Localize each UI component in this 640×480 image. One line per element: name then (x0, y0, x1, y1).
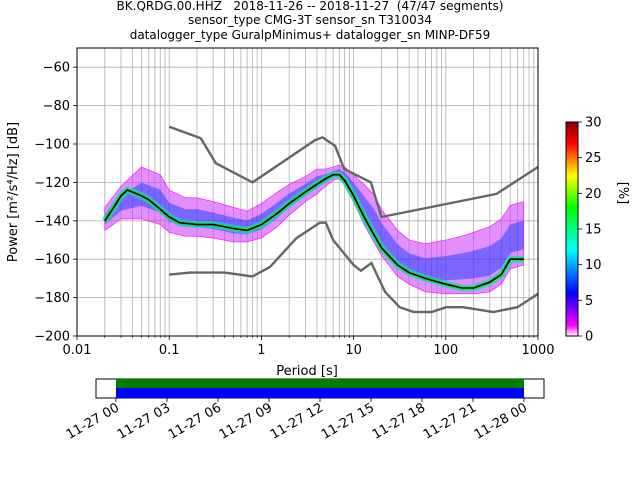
y-axis-label: Power [m²/s⁴/Hz] [dB] (6, 122, 21, 262)
timeline-axis (95, 378, 545, 399)
new-high-noise-model (168, 125, 538, 219)
colorbar-tick-label: 20 (585, 187, 602, 202)
colorbar-gradient (565, 121, 579, 337)
psd-distribution-band (104, 164, 524, 295)
timeline-tick-label: 11-27 12 (268, 400, 326, 442)
noise-model-curves (168, 125, 538, 314)
colorbar-tick-label: 25 (585, 151, 602, 166)
timeline-tick-label: 11-27 09 (217, 400, 275, 442)
timeline-data-bar (116, 379, 524, 388)
colorbar-tick-label: 5 (585, 294, 593, 309)
timeline-tick-label: 11-28 00 (472, 400, 530, 442)
timeline-tick-label: 11-27 18 (370, 400, 428, 442)
colorbar-tick-label: 10 (585, 258, 602, 273)
x-tick-label: 0.1 (159, 343, 180, 358)
mode-curve (104, 173, 524, 289)
chart-title-line-1: BK.QRDG.00.HHZ 2018-11-26 -- 2018-11-27 … (116, 0, 504, 13)
timeline-tick-label: 11-27 21 (421, 400, 479, 442)
y-tick-label: −180 (34, 291, 70, 306)
y-tick-label: −60 (43, 61, 70, 76)
x-tick-label: 0.01 (63, 343, 92, 358)
timeline-tick-label: 11-27 03 (115, 400, 173, 442)
colorbar-tick-label: 30 (585, 116, 602, 131)
colorbar-tick-label: 0 (585, 330, 593, 345)
y-tick-label: −120 (34, 176, 70, 191)
y-tick-label: −200 (34, 330, 70, 345)
y-tick-label: −100 (34, 138, 70, 153)
new-low-noise-model (169, 221, 538, 314)
x-tick-label: 100 (433, 343, 458, 358)
distribution-bands (101, 164, 524, 295)
y-axis-ticks: −200 −180 −160 −140 −120 −100 −80 −60 (34, 61, 77, 345)
colorbar-ticks: 0 5 10 15 20 25 30 (578, 116, 602, 345)
timeline-tick-label: 11-27 00 (64, 400, 122, 442)
colorbar-tick-label: 15 (585, 223, 602, 238)
x-tick-label: 1000 (521, 343, 554, 358)
timeline-coverage-bar (116, 388, 524, 398)
plot-frame (76, 47, 539, 337)
x-axis-ticks: 0.01 0.1 1 10 100 1000 (63, 336, 555, 358)
colorbar (565, 121, 579, 337)
mode-curve-group (104, 173, 524, 289)
y-tick-label: −80 (43, 99, 70, 114)
timeline-tick-label: 11-27 06 (166, 400, 224, 442)
x-tick-label: 10 (345, 343, 362, 358)
x-axis-label: Period [s] (276, 364, 338, 379)
timeline-tick-label: 11-27 15 (319, 400, 377, 442)
y-tick-label: −140 (34, 214, 70, 229)
y-tick-label: −160 (34, 253, 70, 268)
colorbar-label: [%] (615, 182, 630, 205)
x-tick-label: 1 (257, 343, 265, 358)
chart-title-line-3: datalogger_type GuralpMinimus+ datalogge… (129, 28, 491, 42)
chart-title-line-2: sensor_type CMG-3T sensor_sn T310034 (187, 13, 433, 27)
